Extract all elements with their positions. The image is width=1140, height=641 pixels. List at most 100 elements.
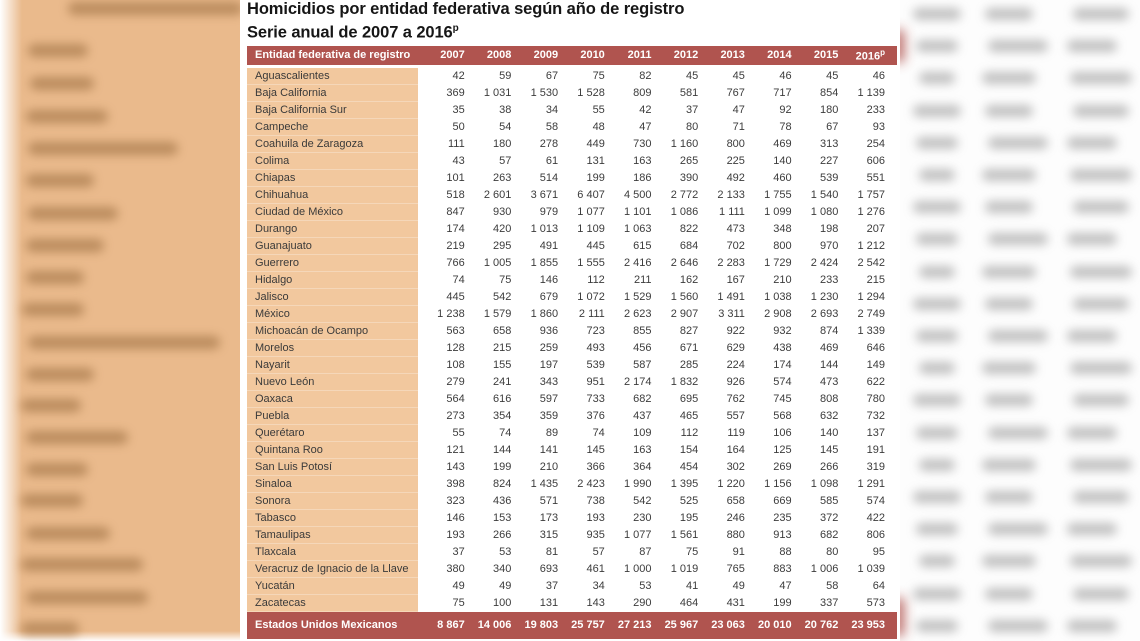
value-cell: 45 [651, 67, 699, 85]
entity-name-cell: Baja California [247, 84, 418, 102]
value-cell: 376 [558, 407, 605, 425]
value-cell: 319 [838, 458, 886, 476]
value-cell: 615 [604, 237, 652, 255]
value-cell: 822 [651, 220, 699, 238]
value-cell: 57 [464, 152, 512, 170]
year-header-2016: 2016p [855, 47, 886, 63]
value-cell: 767 [698, 84, 745, 102]
table-row: Coahuila de Zaragoza 111 180 278 449 730 1 160… [247, 135, 897, 153]
value-cell: 684 [651, 237, 699, 255]
entity-name-cell: Querétaro [247, 424, 418, 442]
entity-name-cell: México [247, 305, 418, 323]
value-cell: 74 [418, 271, 465, 289]
blurred-number-bar [982, 555, 1036, 568]
value-cell: 1 077 [604, 526, 652, 544]
blurred-number-bar [1067, 233, 1117, 246]
value-cell: 551 [838, 169, 886, 187]
value-cell: 162 [651, 271, 699, 289]
blurred-number-bar [1067, 619, 1117, 632]
entity-name-cell: Colima [247, 152, 418, 170]
value-cell: 174 [744, 356, 792, 374]
entity-name-cell: Campeche [247, 118, 418, 136]
value-cell: 145 [791, 441, 839, 459]
blurred-number-bar [1073, 8, 1129, 20]
value-cell: 1 005 [464, 254, 512, 272]
value-cell: 1 039 [838, 560, 886, 578]
value-cell: 131 [558, 152, 605, 170]
value-cell: 1 528 [558, 84, 605, 102]
value-cell: 571 [511, 492, 559, 510]
value-cell: 695 [651, 390, 699, 408]
table-row: Sonora 323 436 571 738 542 525 658 669 585 574 [247, 492, 897, 510]
value-cell: 669 [744, 492, 792, 510]
value-cell: 74 [558, 424, 605, 442]
entity-name-cell: Guerrero [247, 254, 418, 272]
value-cell: 824 [464, 475, 512, 493]
blurred-number-bar [1070, 555, 1132, 568]
value-cell: 2 623 [604, 305, 652, 323]
value-cell: 58 [791, 577, 839, 595]
value-cell: 259 [511, 339, 559, 357]
blurred-number-bar [1067, 330, 1117, 342]
value-cell: 163 [604, 441, 652, 459]
value-cell: 461 [558, 560, 605, 578]
blurred-number-bar [919, 458, 955, 471]
value-cell: 1 555 [558, 254, 605, 272]
value-cell: 436 [464, 492, 512, 510]
value-cell: 585 [791, 492, 839, 510]
value-cell: 880 [698, 526, 745, 544]
value-cell: 1 238 [418, 305, 465, 323]
entity-name-cell: Tabasco [247, 509, 418, 527]
value-cell: 61 [511, 152, 559, 170]
value-cell: 420 [464, 220, 512, 238]
blurred-number-bar [988, 330, 1048, 342]
value-cell: 454 [651, 458, 699, 476]
value-cell: 2 646 [651, 254, 699, 272]
value-cell: 93 [838, 118, 886, 136]
value-cell: 75 [651, 543, 699, 561]
left-edge-fade [0, 0, 22, 641]
total-value-cell: 25 757 [571, 619, 605, 631]
value-cell: 210 [744, 271, 792, 289]
value-cell: 629 [698, 339, 745, 357]
value-cell: 64 [838, 577, 886, 595]
value-cell: 144 [791, 356, 839, 374]
table-row: San Luis Potosí 143 199 210 366 364 454 302 269 2… [247, 458, 897, 476]
blurred-number-bar [988, 523, 1048, 536]
value-cell: 745 [744, 390, 792, 408]
blurred-number-bar [988, 136, 1048, 149]
value-cell: 101 [418, 169, 465, 187]
value-cell: 91 [698, 543, 745, 561]
value-cell: 398 [418, 475, 465, 493]
value-cell: 149 [838, 356, 886, 374]
blurred-text-bar [26, 527, 110, 540]
blurred-right-columns [892, 0, 1140, 641]
entity-name-cell: Tamaulipas [247, 526, 418, 544]
entity-name-cell: Sonora [247, 492, 418, 510]
value-cell: 449 [558, 135, 605, 153]
value-cell: 2 174 [604, 373, 652, 391]
value-cell: 43 [418, 152, 465, 170]
value-cell: 164 [698, 441, 745, 459]
value-cell: 847 [418, 203, 465, 221]
table-row: México 1 238 1 579 1 860 2 111 2 623 2 907 3 31… [247, 305, 897, 323]
title-block: Homicidios por entidad federativa según … [240, 0, 900, 43]
value-cell: 37 [418, 543, 465, 561]
value-cell: 732 [838, 407, 886, 425]
value-cell: 738 [558, 492, 605, 510]
total-value-cell: 25 967 [664, 619, 699, 631]
entity-name-cell: Hidalgo [247, 271, 418, 289]
year-header: 2007 [440, 49, 465, 61]
value-cell: 1 540 [791, 186, 839, 204]
value-cell: 518 [418, 186, 465, 204]
value-cell: 1 339 [838, 322, 886, 340]
blurred-text-bar [26, 174, 94, 187]
value-cell: 2 283 [698, 254, 745, 272]
value-cell: 50 [418, 118, 465, 136]
value-cell: 71 [698, 118, 745, 136]
value-cell: 970 [791, 237, 839, 255]
value-cell: 49 [418, 577, 465, 595]
blurred-number-bar [1073, 587, 1129, 600]
blurred-number-bar [982, 265, 1036, 278]
value-cell: 1 294 [838, 288, 886, 306]
